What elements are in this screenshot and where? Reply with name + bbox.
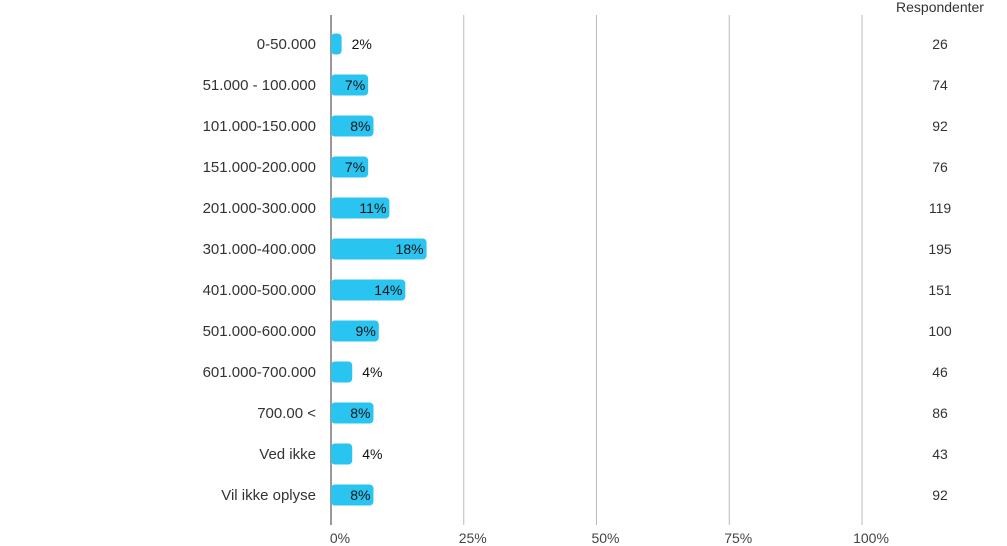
bar bbox=[331, 320, 379, 342]
bar bbox=[331, 279, 406, 301]
bar bbox=[331, 74, 369, 96]
respondent-count: 92 bbox=[932, 118, 948, 134]
value-label: 8% bbox=[350, 118, 370, 134]
respondent-count: 76 bbox=[932, 159, 948, 175]
category-labels: 0-50.000 51.000 - 100.000 101.000-150.000 1… bbox=[203, 36, 317, 504]
bar bbox=[331, 484, 374, 506]
value-label: 4% bbox=[362, 364, 382, 380]
category-label: 201.000-300.000 bbox=[203, 200, 316, 217]
respondent-count: 86 bbox=[932, 405, 948, 421]
respondent-count: 151 bbox=[928, 282, 952, 298]
respondent-count: 195 bbox=[928, 241, 952, 257]
bar bbox=[331, 402, 374, 424]
respondent-count: 26 bbox=[932, 36, 948, 52]
bar bbox=[331, 115, 374, 137]
category-label: 51.000 - 100.000 bbox=[203, 77, 316, 94]
category-label: 401.000-500.000 bbox=[203, 282, 316, 299]
value-label: 11% bbox=[359, 200, 386, 216]
x-tick-label: 100% bbox=[853, 530, 889, 546]
category-label: 151.000-200.000 bbox=[203, 159, 316, 176]
value-label: 14% bbox=[374, 282, 402, 298]
category-label: Vil ikke oplyse bbox=[221, 487, 316, 504]
respondent-count: 74 bbox=[932, 77, 948, 93]
category-label: 501.000-600.000 bbox=[203, 323, 316, 340]
bars bbox=[331, 33, 427, 506]
respondent-count: 43 bbox=[932, 446, 948, 462]
category-label: 601.000-700.000 bbox=[203, 364, 316, 381]
respondent-count: 119 bbox=[929, 200, 952, 216]
respondent-count: 92 bbox=[932, 487, 948, 503]
value-label: 7% bbox=[345, 77, 365, 93]
category-label: 101.000-150.000 bbox=[203, 118, 316, 135]
x-tick-labels: 0% 25% 50% 75% 100% bbox=[330, 530, 889, 546]
respondent-count: 100 bbox=[928, 323, 952, 339]
value-label: 8% bbox=[350, 487, 370, 503]
bar bbox=[331, 361, 353, 383]
value-label: 9% bbox=[356, 323, 376, 339]
x-tick-label: 25% bbox=[459, 530, 487, 546]
category-label: Ved ikke bbox=[259, 446, 316, 463]
gridlines bbox=[330, 15, 863, 525]
bar bbox=[331, 156, 369, 178]
respondents-header: Respondenter bbox=[896, 0, 984, 15]
x-tick-label: 0% bbox=[330, 530, 350, 546]
x-tick-label: 50% bbox=[591, 530, 619, 546]
category-label: 700.00 < bbox=[257, 405, 316, 422]
x-tick-label: 75% bbox=[724, 530, 752, 546]
category-label: 0-50.000 bbox=[257, 36, 316, 53]
value-label: 8% bbox=[350, 405, 370, 421]
value-label: 4% bbox=[362, 446, 382, 462]
respondent-count: 46 bbox=[932, 364, 948, 380]
category-label: 301.000-400.000 bbox=[203, 241, 316, 258]
bar bbox=[331, 33, 342, 55]
respondents-column: Respondenter 26 74 92 76 119 195 151 100 46 86 43 9… bbox=[896, 0, 984, 503]
value-label: 18% bbox=[396, 241, 424, 257]
bar bbox=[331, 443, 353, 465]
value-label: 7% bbox=[345, 159, 365, 175]
value-label: 2% bbox=[352, 36, 372, 52]
value-labels: 2% 7% 8% 7% 11% 18% 14% 9% 4% 8% 4% 8% bbox=[345, 36, 424, 503]
bar bbox=[331, 197, 390, 219]
bar bbox=[331, 238, 427, 260]
